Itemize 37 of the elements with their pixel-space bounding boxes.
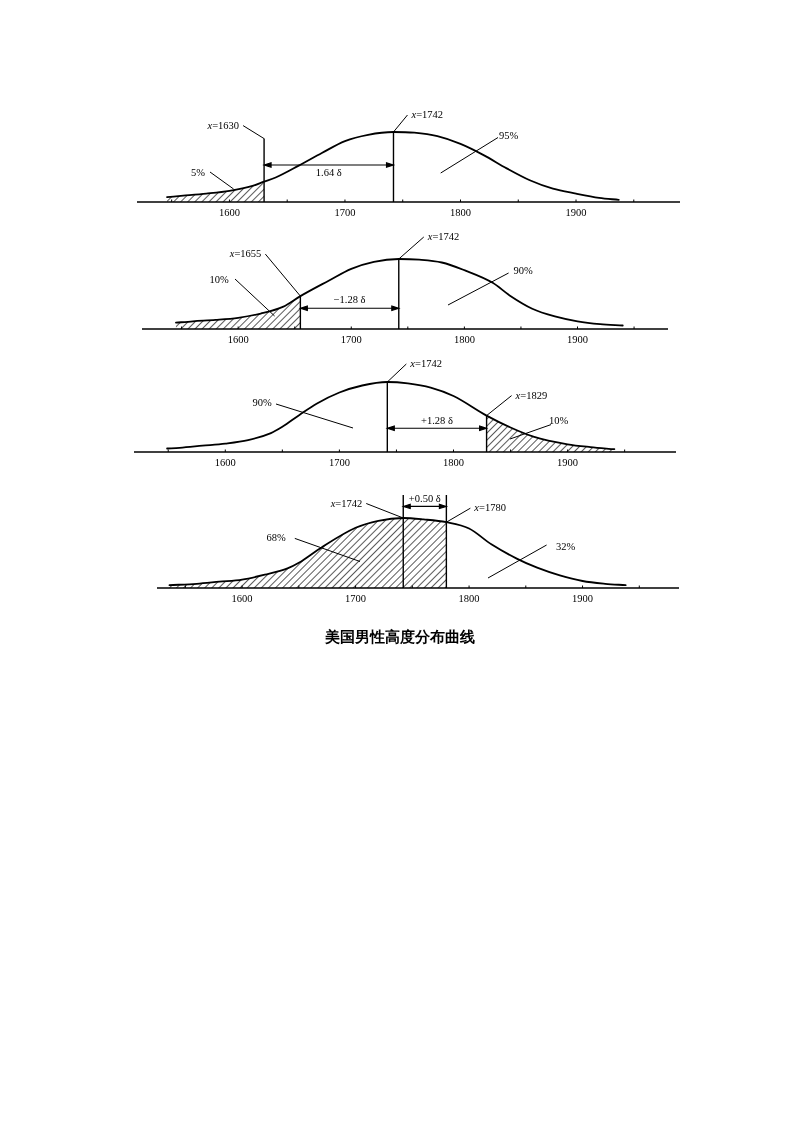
annotation: +1.28 δ: [421, 414, 453, 426]
annotation: −1.28 δ: [333, 293, 366, 305]
x-tick-label: 1700: [340, 334, 362, 345]
x-tick-label: 1900: [557, 457, 579, 468]
ref-line-label: x=1742: [410, 358, 442, 369]
ref-line-label: x=1655: [229, 248, 262, 260]
x-tick-label: 1800: [453, 334, 475, 345]
x-tick-label: 1700: [328, 457, 350, 468]
caption: 美国男性高度分布曲线: [325, 628, 475, 646]
x-tick-label: 1700: [334, 207, 356, 218]
ref-line-label: x=1780: [474, 502, 506, 514]
annotation: 10%: [548, 415, 569, 426]
x-tick-label: 1600: [231, 593, 253, 604]
annotation: 32%: [555, 541, 576, 552]
x-tick-label: 1900: [565, 207, 587, 218]
ref-line-label: x=1742: [330, 497, 363, 509]
x-tick-label: 1800: [458, 593, 480, 604]
annotation: 1.64 δ: [315, 167, 342, 178]
ref-line-label: x=1630: [207, 119, 240, 131]
annotation: 90%: [513, 265, 533, 276]
x-tick-label: 1700: [345, 593, 367, 604]
annotation: 5%: [191, 167, 205, 178]
x-tick-label: 1800: [450, 207, 471, 218]
ref-line-label: x=1742: [427, 231, 460, 242]
ref-line-label: x=1829: [515, 389, 548, 401]
x-tick-label: 1900: [567, 334, 588, 345]
x-tick-label: 1600: [214, 457, 236, 468]
annotation: +0.50 δ: [408, 493, 441, 505]
annotation: 10%: [209, 274, 229, 285]
annotation: 95%: [499, 130, 519, 141]
x-tick-label: 1900: [572, 593, 594, 604]
x-tick-label: 1600: [218, 207, 240, 218]
x-tick-label: 1800: [443, 457, 464, 468]
ref-line-label: x=1742: [411, 109, 444, 120]
annotation: 90%: [252, 397, 272, 408]
annotation: 68%: [266, 532, 286, 543]
x-tick-label: 1600: [227, 334, 249, 345]
